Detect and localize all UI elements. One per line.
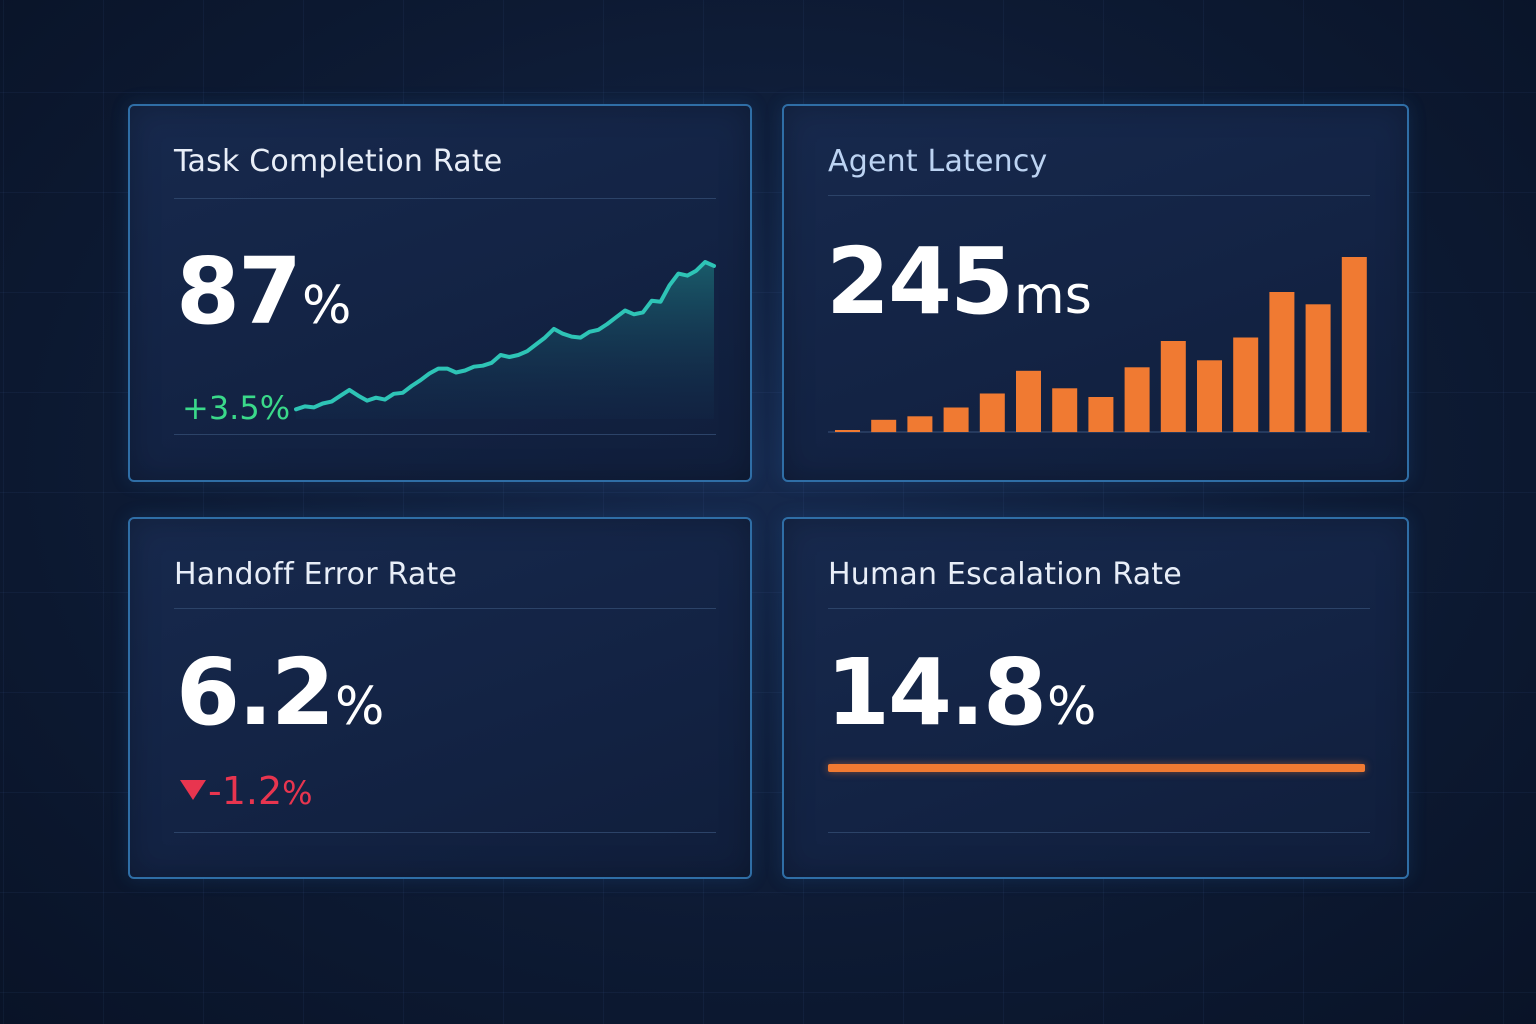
agent-latency-bar (1269, 292, 1295, 432)
handoff-error-bottom-divider (174, 832, 716, 833)
handoff-error-card[interactable]: Handoff Error Rate 6.2% -1.2% (128, 517, 752, 879)
human-escalation-number: 14.8 (826, 639, 1047, 746)
agent-latency-bar (1088, 397, 1114, 432)
agent-latency-bar (1052, 388, 1078, 433)
task-completion-line (294, 260, 716, 412)
agent-latency-bar (1124, 367, 1150, 433)
agent-latency-bar (835, 430, 860, 432)
handoff-error-number: 6.2 (176, 639, 335, 746)
agent-latency-bar (1197, 360, 1222, 433)
task-completion-card[interactable]: Task Completion Rate 87% +3.5% (128, 104, 752, 482)
task-completion-number: 87 (176, 238, 302, 345)
down-triangle-icon (180, 779, 206, 800)
agent-latency-value: 245ms (826, 228, 1092, 335)
task-completion-value: 87% (176, 238, 351, 345)
handoff-error-delta-unit: % (282, 774, 313, 812)
task-completion-area (296, 262, 714, 419)
human-escalation-unit: % (1047, 677, 1097, 737)
agent-latency-number: 245 (826, 228, 1014, 335)
agent-latency-bar (907, 416, 933, 433)
task-completion-unit: % (302, 276, 352, 336)
agent-latency-bar (1341, 257, 1367, 432)
human-escalation-card[interactable]: Human Escalation Rate 14.8% (782, 517, 1409, 879)
task-completion-title: Task Completion Rate (174, 144, 503, 179)
handoff-error-title: Handoff Error Rate (174, 557, 458, 592)
human-escalation-progress-track (828, 764, 1365, 772)
agent-latency-bar-chart (828, 257, 1370, 433)
agent-latency-title-divider (828, 195, 1370, 196)
human-escalation-progress-fill (828, 764, 1365, 772)
handoff-error-title-divider (174, 608, 716, 609)
agent-latency-card[interactable]: Agent Latency 245ms (782, 104, 1409, 482)
agent-latency-bar (979, 393, 1005, 432)
agent-latency-unit: ms (1014, 266, 1092, 326)
agent-latency-bar (871, 419, 897, 433)
agent-latency-bar (1233, 337, 1259, 432)
task-completion-sparkline (294, 260, 716, 419)
task-completion-bottom-divider (174, 434, 716, 435)
handoff-error-value: 6.2% (176, 639, 384, 746)
human-escalation-value: 14.8% (826, 639, 1096, 746)
agent-latency-bar (1305, 304, 1331, 433)
agent-latency-bar (1016, 370, 1041, 432)
agent-latency-title: Agent Latency (828, 144, 1048, 179)
handoff-error-unit: % (334, 677, 385, 737)
human-escalation-title-divider (828, 608, 1370, 609)
task-completion-title-divider (174, 198, 716, 199)
agent-latency-bar (1160, 341, 1186, 432)
human-escalation-bottom-divider (828, 832, 1370, 833)
task-completion-delta: +3.5% (182, 389, 291, 427)
handoff-error-delta-value: -1.2 (208, 769, 283, 813)
agent-latency-bar (943, 407, 969, 432)
handoff-error-delta: -1.2% (180, 769, 313, 813)
human-escalation-title: Human Escalation Rate (828, 557, 1182, 592)
